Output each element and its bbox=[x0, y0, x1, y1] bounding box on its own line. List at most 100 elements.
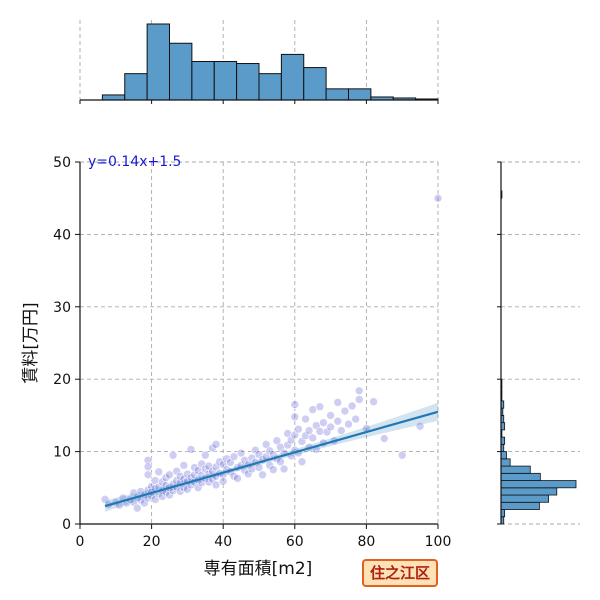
y-tick-label: 30 bbox=[53, 300, 71, 316]
scatter-point bbox=[283, 429, 292, 438]
y-histogram-bar bbox=[500, 458, 511, 467]
scatter-point bbox=[344, 419, 353, 429]
x-histogram-bar bbox=[348, 88, 372, 101]
y-histogram-bar bbox=[500, 472, 541, 481]
scatter-point bbox=[294, 424, 303, 434]
scatter-point bbox=[297, 457, 307, 467]
scatter-point bbox=[175, 487, 185, 496]
axes: 0 20 40 60 80 100 0 10 20 30 40 50 bbox=[53, 99, 502, 550]
scatter-point bbox=[183, 484, 192, 494]
scatter-point bbox=[326, 422, 335, 432]
scatter-point bbox=[100, 495, 110, 504]
scatter-point bbox=[315, 402, 325, 412]
scatter-point bbox=[143, 462, 153, 472]
scatter-point bbox=[251, 445, 260, 455]
x-histogram-bar bbox=[213, 60, 238, 101]
y-histogram-bar bbox=[500, 501, 540, 510]
x-histogram-bar bbox=[101, 94, 126, 101]
scatter-point bbox=[193, 466, 203, 475]
scatter-point bbox=[308, 433, 318, 443]
scatter-point bbox=[254, 450, 264, 459]
scatter-point bbox=[158, 492, 167, 501]
scatter-point bbox=[211, 480, 221, 490]
scatter-point bbox=[179, 461, 189, 470]
scatter-point bbox=[351, 414, 360, 424]
scatter-point bbox=[433, 193, 443, 203]
y-histogram-bar bbox=[500, 465, 531, 474]
scatter-point bbox=[379, 434, 389, 443]
x-histogram-bar bbox=[258, 73, 282, 101]
scatter-point bbox=[265, 446, 275, 456]
y-marginal-histogram bbox=[500, 190, 577, 525]
scatter-point bbox=[201, 450, 210, 460]
scatter-point bbox=[340, 406, 350, 416]
x-tick-label: 60 bbox=[286, 534, 304, 550]
scatter-point bbox=[208, 443, 217, 453]
scatter-point bbox=[193, 483, 203, 493]
scatter-point bbox=[347, 401, 357, 411]
scatter-point bbox=[233, 474, 242, 483]
scatter-point bbox=[165, 490, 174, 500]
regression-confidence-band bbox=[105, 402, 438, 512]
scatter-point bbox=[240, 455, 249, 465]
x-histogram-bar bbox=[325, 88, 349, 101]
scatter-point bbox=[322, 427, 332, 437]
scatter-point bbox=[279, 464, 289, 474]
scatter-point bbox=[354, 386, 364, 396]
scatter-point bbox=[132, 503, 142, 513]
scatter-point bbox=[243, 469, 253, 479]
y-histogram-bar bbox=[500, 487, 558, 496]
x-histogram-bar bbox=[169, 42, 193, 101]
y-tick-label: 20 bbox=[53, 372, 71, 388]
x-tick-label: 0 bbox=[76, 534, 85, 550]
scatter-point bbox=[315, 427, 325, 436]
x-histogram-bar bbox=[124, 73, 148, 101]
scatter-point bbox=[175, 471, 185, 481]
scatter-point bbox=[290, 412, 300, 422]
x-histogram-bar bbox=[146, 23, 170, 101]
scatter-point bbox=[304, 426, 314, 435]
x-histogram-bar bbox=[280, 53, 305, 101]
scatter-point bbox=[326, 411, 335, 420]
scatter-point bbox=[211, 440, 221, 449]
scatter-point bbox=[161, 473, 171, 482]
x-marginal-histogram bbox=[101, 23, 439, 101]
scatter-point bbox=[333, 416, 343, 426]
regression-line bbox=[104, 410, 439, 508]
y-histogram-bar bbox=[500, 494, 549, 503]
scatter-point bbox=[143, 455, 153, 465]
scatter-point bbox=[269, 465, 278, 475]
regression bbox=[104, 402, 439, 512]
x-tick-label: 20 bbox=[143, 534, 161, 550]
scatter-point bbox=[272, 436, 282, 446]
y-tick-label: 0 bbox=[62, 517, 71, 533]
scatter-points bbox=[100, 193, 443, 513]
scatter-point bbox=[201, 464, 210, 474]
x-tick-label: 80 bbox=[357, 534, 375, 550]
x-histogram-bar bbox=[191, 60, 215, 101]
scatter-point bbox=[204, 461, 214, 471]
scatter-point bbox=[247, 453, 257, 463]
scatter-point bbox=[276, 457, 285, 467]
scatter-point bbox=[190, 463, 199, 472]
y-histogram-bar bbox=[500, 451, 507, 460]
scatter-point bbox=[337, 426, 346, 435]
scatter-point bbox=[165, 470, 174, 480]
x-tick-label: 100 bbox=[425, 534, 452, 550]
scatter-point bbox=[286, 435, 296, 445]
y-tick-label: 10 bbox=[53, 445, 71, 461]
y-tick-label: 50 bbox=[53, 155, 71, 171]
x-histogram-bar bbox=[236, 63, 260, 101]
scatter-point bbox=[190, 470, 199, 480]
scatter-point bbox=[265, 461, 275, 470]
scatter-point bbox=[140, 498, 149, 508]
scatter-point bbox=[283, 440, 292, 450]
scatter-point bbox=[186, 445, 196, 454]
y-tick-label: 40 bbox=[53, 227, 71, 243]
area-badge: 住之江区 bbox=[362, 559, 439, 587]
scatter-point bbox=[301, 414, 310, 424]
regression-equation: y=0.14x+1.5 bbox=[88, 154, 181, 170]
scatter-point bbox=[261, 440, 271, 449]
scatter-point bbox=[143, 470, 153, 480]
